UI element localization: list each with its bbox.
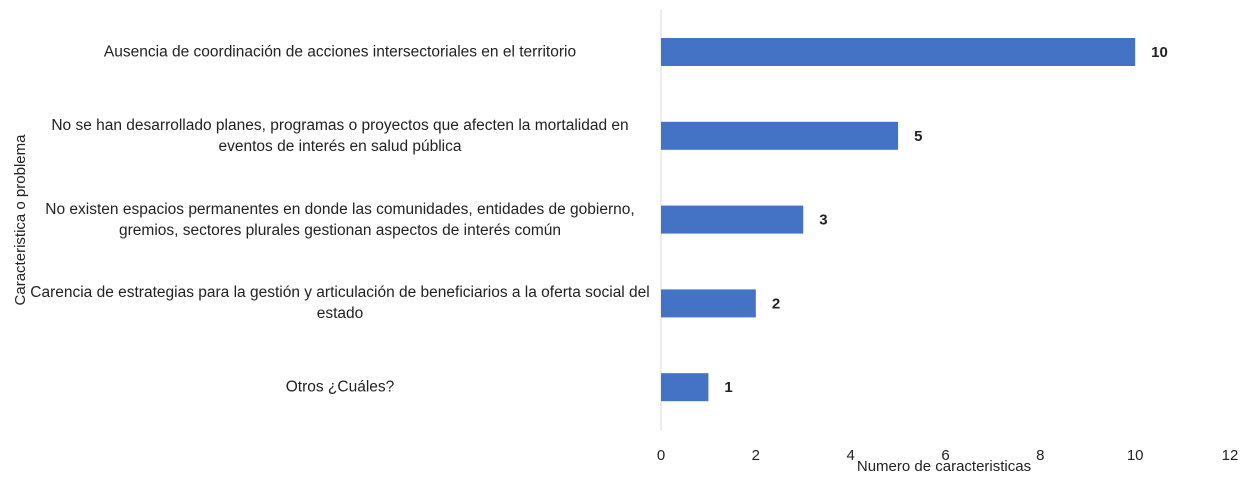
x-tick-label: 2 [752,447,760,464]
x-tick-label: 8 [1036,447,1044,464]
x-tick-label: 4 [846,447,854,464]
y-tick-label: No existen espacios permanentes en donde… [45,200,635,239]
x-tick-label: 10 [1127,447,1144,464]
y-tick-label: Otros ¿Cuáles? [285,378,395,396]
y-tick-label: No se han desarrollado planes, programas… [51,116,629,155]
y-axis-label: Caracteristica o problema [12,134,29,306]
bar [661,205,804,234]
x-tick-label: 6 [941,447,949,464]
value-label: 5 [914,128,922,145]
bar [661,38,1136,66]
y-tick-label: Carencia de estrategias para la gestión … [30,284,650,323]
value-label: 1 [724,379,732,396]
bar [661,289,756,318]
x-tick-label: 12 [1222,447,1239,464]
value-label: 3 [819,212,827,229]
x-tick-label: 0 [657,447,665,464]
y-tick-label: Ausencia de coordinación de acciones int… [103,43,577,61]
bar [661,121,899,150]
value-label: 10 [1151,44,1168,61]
bar [661,373,709,402]
value-label: 2 [772,295,780,312]
x-axis-label: Numero de caracteristicas [857,458,1031,475]
